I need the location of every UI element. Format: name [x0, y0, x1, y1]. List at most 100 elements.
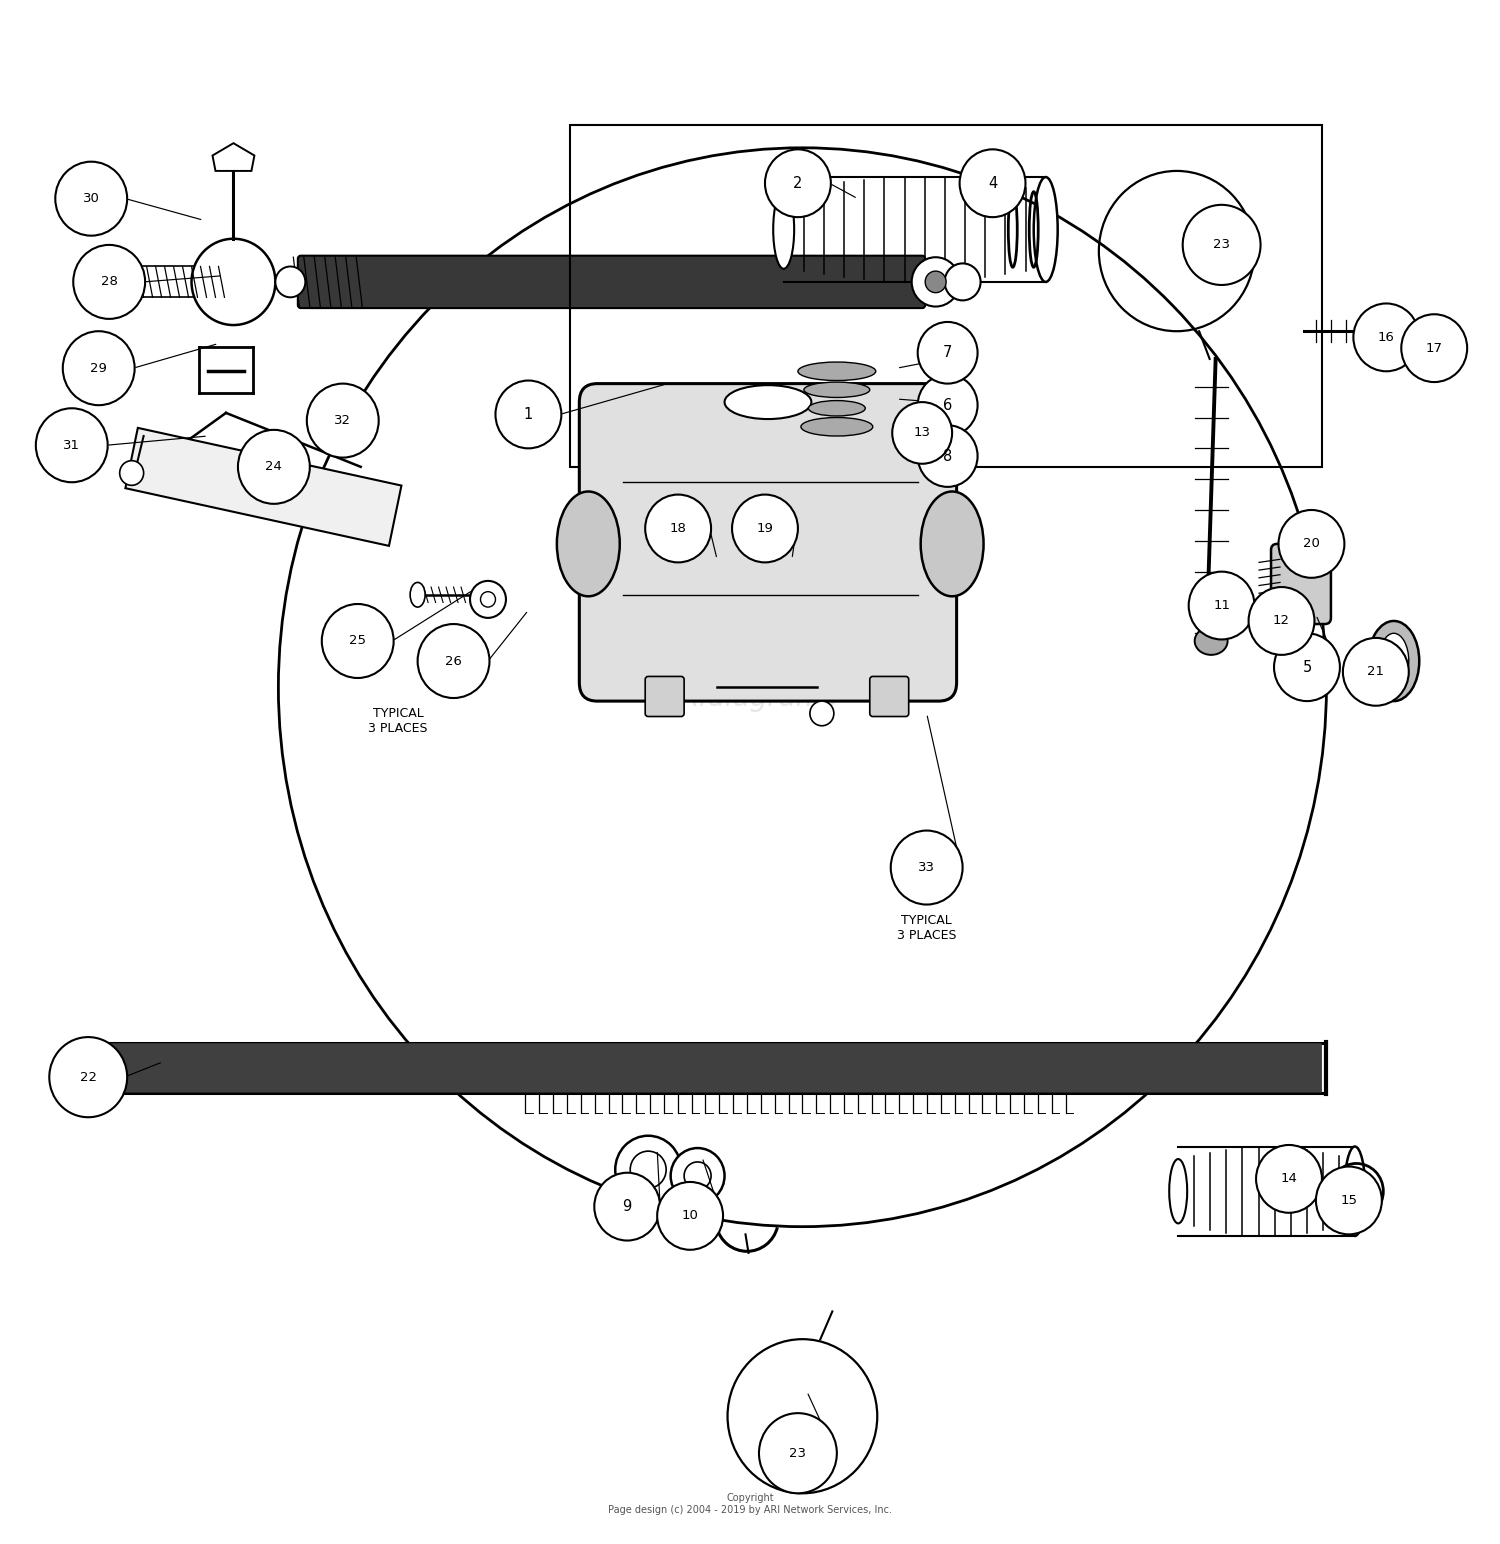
Circle shape — [684, 1163, 711, 1190]
Text: 31: 31 — [63, 438, 81, 452]
Circle shape — [892, 401, 952, 463]
Ellipse shape — [808, 400, 865, 415]
Circle shape — [36, 408, 108, 482]
Text: 23: 23 — [1214, 238, 1230, 252]
Text: 15: 15 — [1341, 1194, 1358, 1207]
Circle shape — [918, 323, 978, 383]
Circle shape — [1278, 510, 1344, 577]
Circle shape — [670, 1149, 724, 1203]
Ellipse shape — [1194, 627, 1227, 655]
Circle shape — [480, 591, 495, 607]
Circle shape — [810, 701, 834, 726]
Ellipse shape — [804, 381, 870, 397]
Polygon shape — [126, 428, 402, 547]
Text: 11: 11 — [1214, 599, 1230, 611]
Circle shape — [657, 1183, 723, 1249]
Text: 21: 21 — [1368, 665, 1384, 678]
Text: 5: 5 — [1302, 659, 1311, 675]
Circle shape — [945, 264, 981, 301]
Polygon shape — [213, 144, 255, 171]
Ellipse shape — [1168, 1160, 1186, 1223]
Text: 18: 18 — [669, 522, 687, 534]
Circle shape — [645, 494, 711, 562]
Circle shape — [732, 494, 798, 562]
Text: 13: 13 — [914, 426, 930, 440]
Circle shape — [1248, 587, 1314, 655]
Circle shape — [1316, 1167, 1382, 1234]
Text: Copyright
Page design (c) 2004 - 2019 by ARI Network Services, Inc.: Copyright Page design (c) 2004 - 2019 by… — [608, 1493, 892, 1515]
Text: 19: 19 — [756, 522, 774, 534]
Ellipse shape — [1378, 633, 1408, 689]
Text: 1: 1 — [524, 408, 532, 422]
Circle shape — [918, 425, 978, 486]
Circle shape — [765, 150, 831, 218]
Text: 17: 17 — [1425, 341, 1443, 355]
Circle shape — [192, 239, 276, 326]
Circle shape — [960, 150, 1026, 218]
Circle shape — [322, 604, 393, 678]
Circle shape — [238, 429, 310, 503]
Text: 4: 4 — [988, 176, 998, 191]
Text: 7: 7 — [944, 346, 952, 360]
Circle shape — [495, 380, 561, 448]
Text: 26: 26 — [446, 655, 462, 667]
Circle shape — [759, 1413, 837, 1493]
Text: 24: 24 — [266, 460, 282, 474]
Circle shape — [1274, 633, 1340, 701]
FancyBboxPatch shape — [870, 676, 909, 716]
Circle shape — [1188, 571, 1254, 639]
Text: 30: 30 — [82, 191, 99, 205]
FancyBboxPatch shape — [579, 383, 957, 701]
Ellipse shape — [801, 417, 873, 435]
Text: 12: 12 — [1274, 615, 1290, 627]
Text: 23: 23 — [789, 1447, 807, 1459]
Circle shape — [1353, 304, 1419, 371]
FancyBboxPatch shape — [78, 1044, 1322, 1093]
Circle shape — [918, 374, 978, 435]
Bar — [570, 125, 1322, 466]
Circle shape — [470, 581, 506, 618]
Text: 10: 10 — [681, 1209, 699, 1223]
Circle shape — [74, 245, 146, 320]
Circle shape — [1342, 638, 1408, 706]
Circle shape — [891, 831, 963, 905]
Ellipse shape — [921, 491, 984, 596]
Text: 14: 14 — [1281, 1172, 1298, 1186]
Ellipse shape — [556, 491, 620, 596]
Text: 2: 2 — [794, 176, 802, 191]
Text: 16: 16 — [1378, 330, 1395, 344]
Text: 20: 20 — [1304, 537, 1320, 550]
Text: 6: 6 — [944, 398, 952, 412]
Text: TYPICAL
3 PLACES: TYPICAL 3 PLACES — [369, 707, 428, 735]
Circle shape — [120, 460, 144, 485]
Text: 29: 29 — [90, 361, 106, 375]
Circle shape — [912, 258, 960, 307]
Text: 33: 33 — [918, 862, 934, 874]
Circle shape — [56, 162, 128, 236]
Ellipse shape — [798, 361, 876, 380]
Text: 8: 8 — [944, 449, 952, 463]
Ellipse shape — [1344, 1147, 1365, 1235]
FancyBboxPatch shape — [1270, 543, 1330, 624]
Circle shape — [1401, 315, 1467, 381]
Circle shape — [926, 272, 946, 293]
Text: 25: 25 — [350, 635, 366, 647]
Circle shape — [276, 267, 306, 298]
Text: 28: 28 — [100, 275, 117, 289]
Text: 32: 32 — [334, 414, 351, 428]
Text: TYPICAL
3 PLACES: TYPICAL 3 PLACES — [897, 914, 957, 942]
FancyBboxPatch shape — [298, 256, 926, 309]
Circle shape — [63, 332, 135, 405]
Text: 9: 9 — [622, 1200, 632, 1214]
Circle shape — [630, 1152, 666, 1189]
Circle shape — [1256, 1146, 1322, 1212]
Text: ARIdiagrams: ARIdiagrams — [662, 684, 839, 712]
Circle shape — [417, 624, 489, 698]
Ellipse shape — [724, 384, 812, 418]
Circle shape — [615, 1136, 681, 1203]
Ellipse shape — [1368, 621, 1419, 701]
Ellipse shape — [772, 190, 794, 269]
Circle shape — [594, 1173, 660, 1240]
FancyBboxPatch shape — [645, 676, 684, 716]
Circle shape — [50, 1038, 128, 1118]
